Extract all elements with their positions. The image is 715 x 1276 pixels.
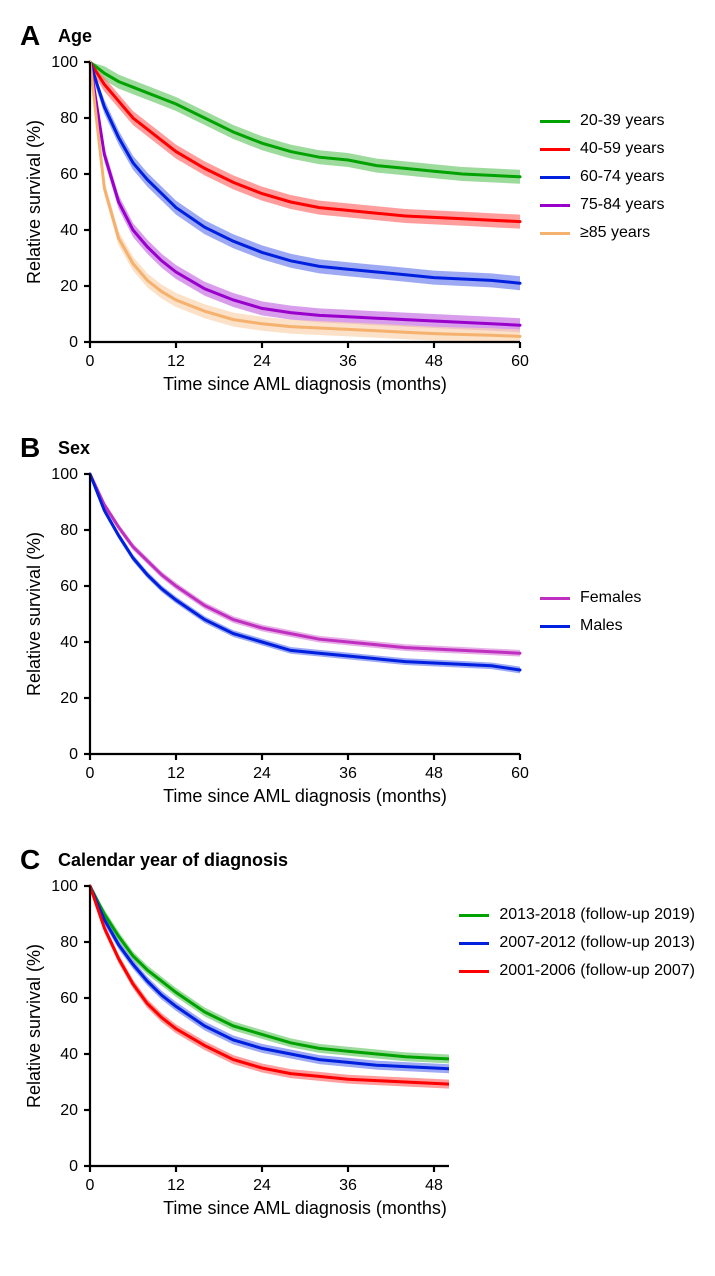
y-tick-label: 0 xyxy=(69,334,78,351)
legend-item: 75-84 years xyxy=(540,196,665,214)
x-tick-label: 36 xyxy=(339,1177,357,1194)
x-tick-label: 12 xyxy=(167,353,185,370)
panel-letter: A xyxy=(20,20,40,52)
legend: 2013-2018 (follow-up 2019) 2007-2012 (fo… xyxy=(449,876,695,980)
y-tick-label: 60 xyxy=(60,166,78,183)
x-tick-label: 0 xyxy=(86,1177,95,1194)
legend-label: 2007-2012 (follow-up 2013) xyxy=(499,934,695,952)
legend-swatch xyxy=(540,176,570,179)
y-tick-label: 80 xyxy=(60,934,78,951)
y-tick-label: 20 xyxy=(60,278,78,295)
x-tick-label: 0 xyxy=(86,765,95,782)
x-tick-label: 60 xyxy=(511,353,529,370)
legend-label: ≥85 years xyxy=(580,224,650,242)
panel-title: Age xyxy=(58,26,92,47)
x-tick-label: 36 xyxy=(339,353,357,370)
legend-item: 60-74 years xyxy=(540,168,665,186)
x-tick-label: 24 xyxy=(253,765,271,782)
legend: Females Males xyxy=(530,464,641,635)
y-axis-label: Relative survival (%) xyxy=(24,944,44,1108)
x-tick-label: 12 xyxy=(167,1177,185,1194)
y-tick-label: 100 xyxy=(51,878,78,895)
survival-chart-B: 0 12 24 36 48 60 0 20 40 60 80 100 Time since AML di… xyxy=(20,464,530,814)
y-tick-label: 40 xyxy=(60,634,78,651)
legend-label: Females xyxy=(580,589,641,607)
y-tick-label: 80 xyxy=(60,522,78,539)
ci-band xyxy=(90,62,520,184)
legend-item: Females xyxy=(540,589,641,607)
y-tick-label: 20 xyxy=(60,1102,78,1119)
y-tick-label: 0 xyxy=(69,1158,78,1175)
legend-item: 2001-2006 (follow-up 2007) xyxy=(459,962,695,980)
legend-label: 2013-2018 (follow-up 2019) xyxy=(499,906,695,924)
legend-label: Males xyxy=(580,617,623,635)
y-tick-label: 60 xyxy=(60,990,78,1007)
legend-swatch xyxy=(540,148,570,151)
legend-label: 20-39 years xyxy=(580,112,665,130)
survival-chart-C: 01224364860020406080100Time since AML di… xyxy=(20,876,449,1226)
panel-A: A Age 0 12 24 36 48 60 0 20 40 60 80 100 Time since … xyxy=(20,20,695,402)
y-tick-label: 20 xyxy=(60,690,78,707)
legend-swatch xyxy=(540,204,570,207)
x-tick-label: 48 xyxy=(425,765,443,782)
x-tick-label: 36 xyxy=(339,765,357,782)
y-tick-label: 40 xyxy=(60,222,78,239)
panel-letter: C xyxy=(20,844,40,876)
x-axis-label: Time since AML diagnosis (months) xyxy=(163,1198,447,1218)
y-tick-label: 100 xyxy=(51,54,78,71)
legend-swatch xyxy=(459,914,489,917)
legend-item: ≥85 years xyxy=(540,224,665,242)
series-line xyxy=(90,62,520,222)
panel-title: Sex xyxy=(58,438,90,459)
panel-title: Calendar year of diagnosis xyxy=(58,850,288,871)
legend-swatch xyxy=(540,120,570,123)
y-tick-label: 40 xyxy=(60,1046,78,1063)
x-tick-label: 60 xyxy=(511,765,529,782)
panel-C: C Calendar year of diagnosis 0 12 24 36 48 60… xyxy=(20,844,695,1226)
legend-item: 40-59 years xyxy=(540,140,665,158)
x-tick-label: 24 xyxy=(253,1177,271,1194)
legend-item: Males xyxy=(540,617,641,635)
legend-swatch xyxy=(459,942,489,945)
x-tick-label: 12 xyxy=(167,765,185,782)
y-axis-label: Relative survival (%) xyxy=(24,120,44,284)
y-axis-label: Relative survival (%) xyxy=(24,532,44,696)
panel-B: B Sex 0 12 24 36 48 60 0 20 40 60 80 100 Time since … xyxy=(20,432,695,814)
legend-label: 75-84 years xyxy=(580,196,665,214)
y-tick-label: 100 xyxy=(51,466,78,483)
y-tick-label: 80 xyxy=(60,110,78,127)
legend-item: 2013-2018 (follow-up 2019) xyxy=(459,906,695,924)
series-line xyxy=(90,474,520,670)
x-tick-label: 48 xyxy=(425,353,443,370)
x-tick-label: 24 xyxy=(253,353,271,370)
legend-swatch xyxy=(540,232,570,235)
legend-swatch xyxy=(459,970,489,973)
legend-swatch xyxy=(540,597,570,600)
y-tick-label: 60 xyxy=(60,578,78,595)
legend-item: 20-39 years xyxy=(540,112,665,130)
survival-chart-A: 0 12 24 36 48 60 0 20 40 60 80 100 Time since AML di… xyxy=(20,52,530,402)
legend-label: 2001-2006 (follow-up 2007) xyxy=(499,962,695,980)
legend-swatch xyxy=(540,625,570,628)
x-axis-label: Time since AML diagnosis (months) xyxy=(163,786,447,806)
legend-label: 60-74 years xyxy=(580,168,665,186)
figure-container: A Age 0 12 24 36 48 60 0 20 40 60 80 100 Time since … xyxy=(20,20,695,1226)
ci-band xyxy=(90,886,449,1092)
series-line xyxy=(90,474,520,653)
x-tick-label: 48 xyxy=(425,1177,443,1194)
legend-label: 40-59 years xyxy=(580,140,665,158)
legend: 20-39 years 40-59 years 60-74 years 75-8… xyxy=(530,52,665,242)
ci-band xyxy=(90,474,520,673)
x-tick-label: 0 xyxy=(86,353,95,370)
y-tick-label: 0 xyxy=(69,746,78,763)
ci-band xyxy=(90,474,520,657)
legend-item: 2007-2012 (follow-up 2013) xyxy=(459,934,695,952)
panel-letter: B xyxy=(20,432,40,464)
x-axis-label: Time since AML diagnosis (months) xyxy=(163,374,447,394)
